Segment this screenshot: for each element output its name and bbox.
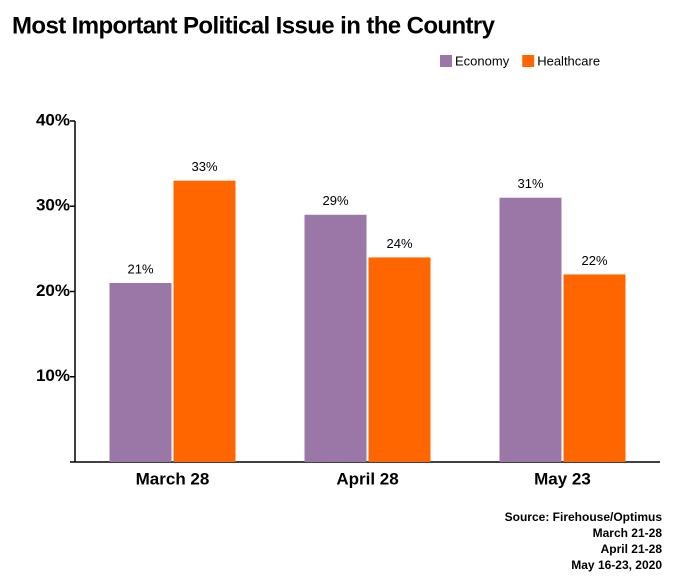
legend-label: Economy [455,53,510,68]
x-tick-label: April 28 [336,469,398,488]
source-note: April 21-28 [601,542,663,556]
y-tick-label: 40% [36,110,70,129]
bar [304,214,367,462]
x-tick-label: March 28 [136,469,210,488]
bar [499,197,562,462]
legend-swatch [440,55,452,67]
source-note: May 16-23, 2020 [571,558,662,572]
source-note: Source: Firehouse/Optimus [505,510,663,524]
bar [563,274,626,462]
bar [109,282,172,462]
legend-label: Healthcare [537,53,600,68]
source-note: March 21-28 [593,526,663,540]
bar [173,180,236,463]
data-label: 22% [581,253,607,268]
x-tick-label: May 23 [534,469,591,488]
bar [368,257,431,462]
data-label: 33% [191,159,217,174]
chart-title: Most Important Political Issue in the Co… [12,12,496,39]
data-label: 31% [517,176,543,191]
data-label: 29% [322,193,348,208]
y-tick-label: 30% [36,196,70,215]
y-tick-label: 20% [36,281,70,300]
data-label: 21% [127,261,153,276]
y-tick-label: 10% [36,366,70,385]
legend-swatch [522,55,535,67]
data-label: 24% [386,236,412,251]
